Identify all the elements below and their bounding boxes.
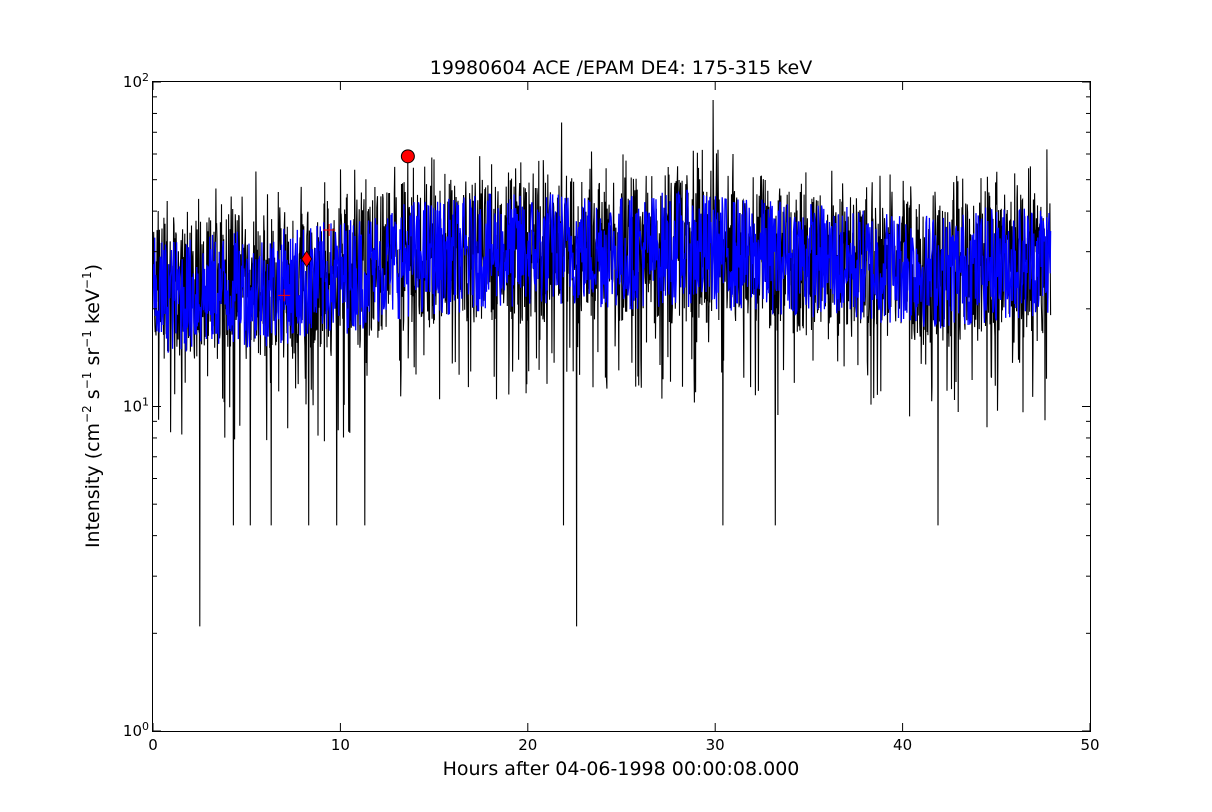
y-label-exp3: −1 — [80, 330, 94, 348]
marker-diamond — [301, 250, 313, 268]
marker-circle — [400, 149, 415, 164]
smoothed-series-line — [152, 189, 1052, 353]
x-tick-label: 0 — [148, 736, 158, 754]
x-axis-label: Hours after 04-06-1998 00:00:08.000 — [443, 758, 800, 780]
x-tick-label: 40 — [893, 736, 912, 754]
x-tick-label: 30 — [706, 736, 725, 754]
y-label-mid2: sr — [82, 348, 104, 372]
marker-plus — [278, 289, 291, 302]
y-axis-ticks: 100 101 102 — [123, 71, 1090, 740]
y-label-mid1: s — [82, 389, 104, 405]
y-label-base: Intensity (cm — [82, 423, 104, 548]
marker-plus — [323, 223, 336, 236]
y-label-mid3: keV — [82, 289, 104, 330]
chart-title: 19980604 ACE /EPAM DE4: 175-315 keV — [430, 57, 812, 79]
y-tick-label: 100 — [123, 720, 149, 740]
y-label-exp4: −1 — [80, 271, 94, 289]
x-tick-label: 10 — [331, 736, 350, 754]
x-tick-label: 50 — [1080, 736, 1099, 754]
plot-frame — [152, 81, 1091, 732]
x-tick-label: 20 — [518, 736, 537, 754]
raw-series — [152, 99, 1052, 627]
y-label-exp2: −1 — [80, 372, 94, 390]
y-label-end: ) — [82, 264, 104, 271]
markers — [278, 149, 415, 302]
plot-area — [152, 99, 1052, 627]
raw-series-line — [152, 99, 1052, 627]
x-axis-ticks: 0 10 20 30 40 50 — [148, 82, 1100, 754]
y-tick-label: 102 — [123, 71, 149, 91]
y-label-exp1: −2 — [80, 405, 94, 423]
y-axis-label: Intensity (cm−2 s−1 sr−1 keV−1) — [80, 264, 104, 548]
smoothed-series — [152, 189, 1052, 353]
y-tick-label: 101 — [123, 396, 149, 416]
